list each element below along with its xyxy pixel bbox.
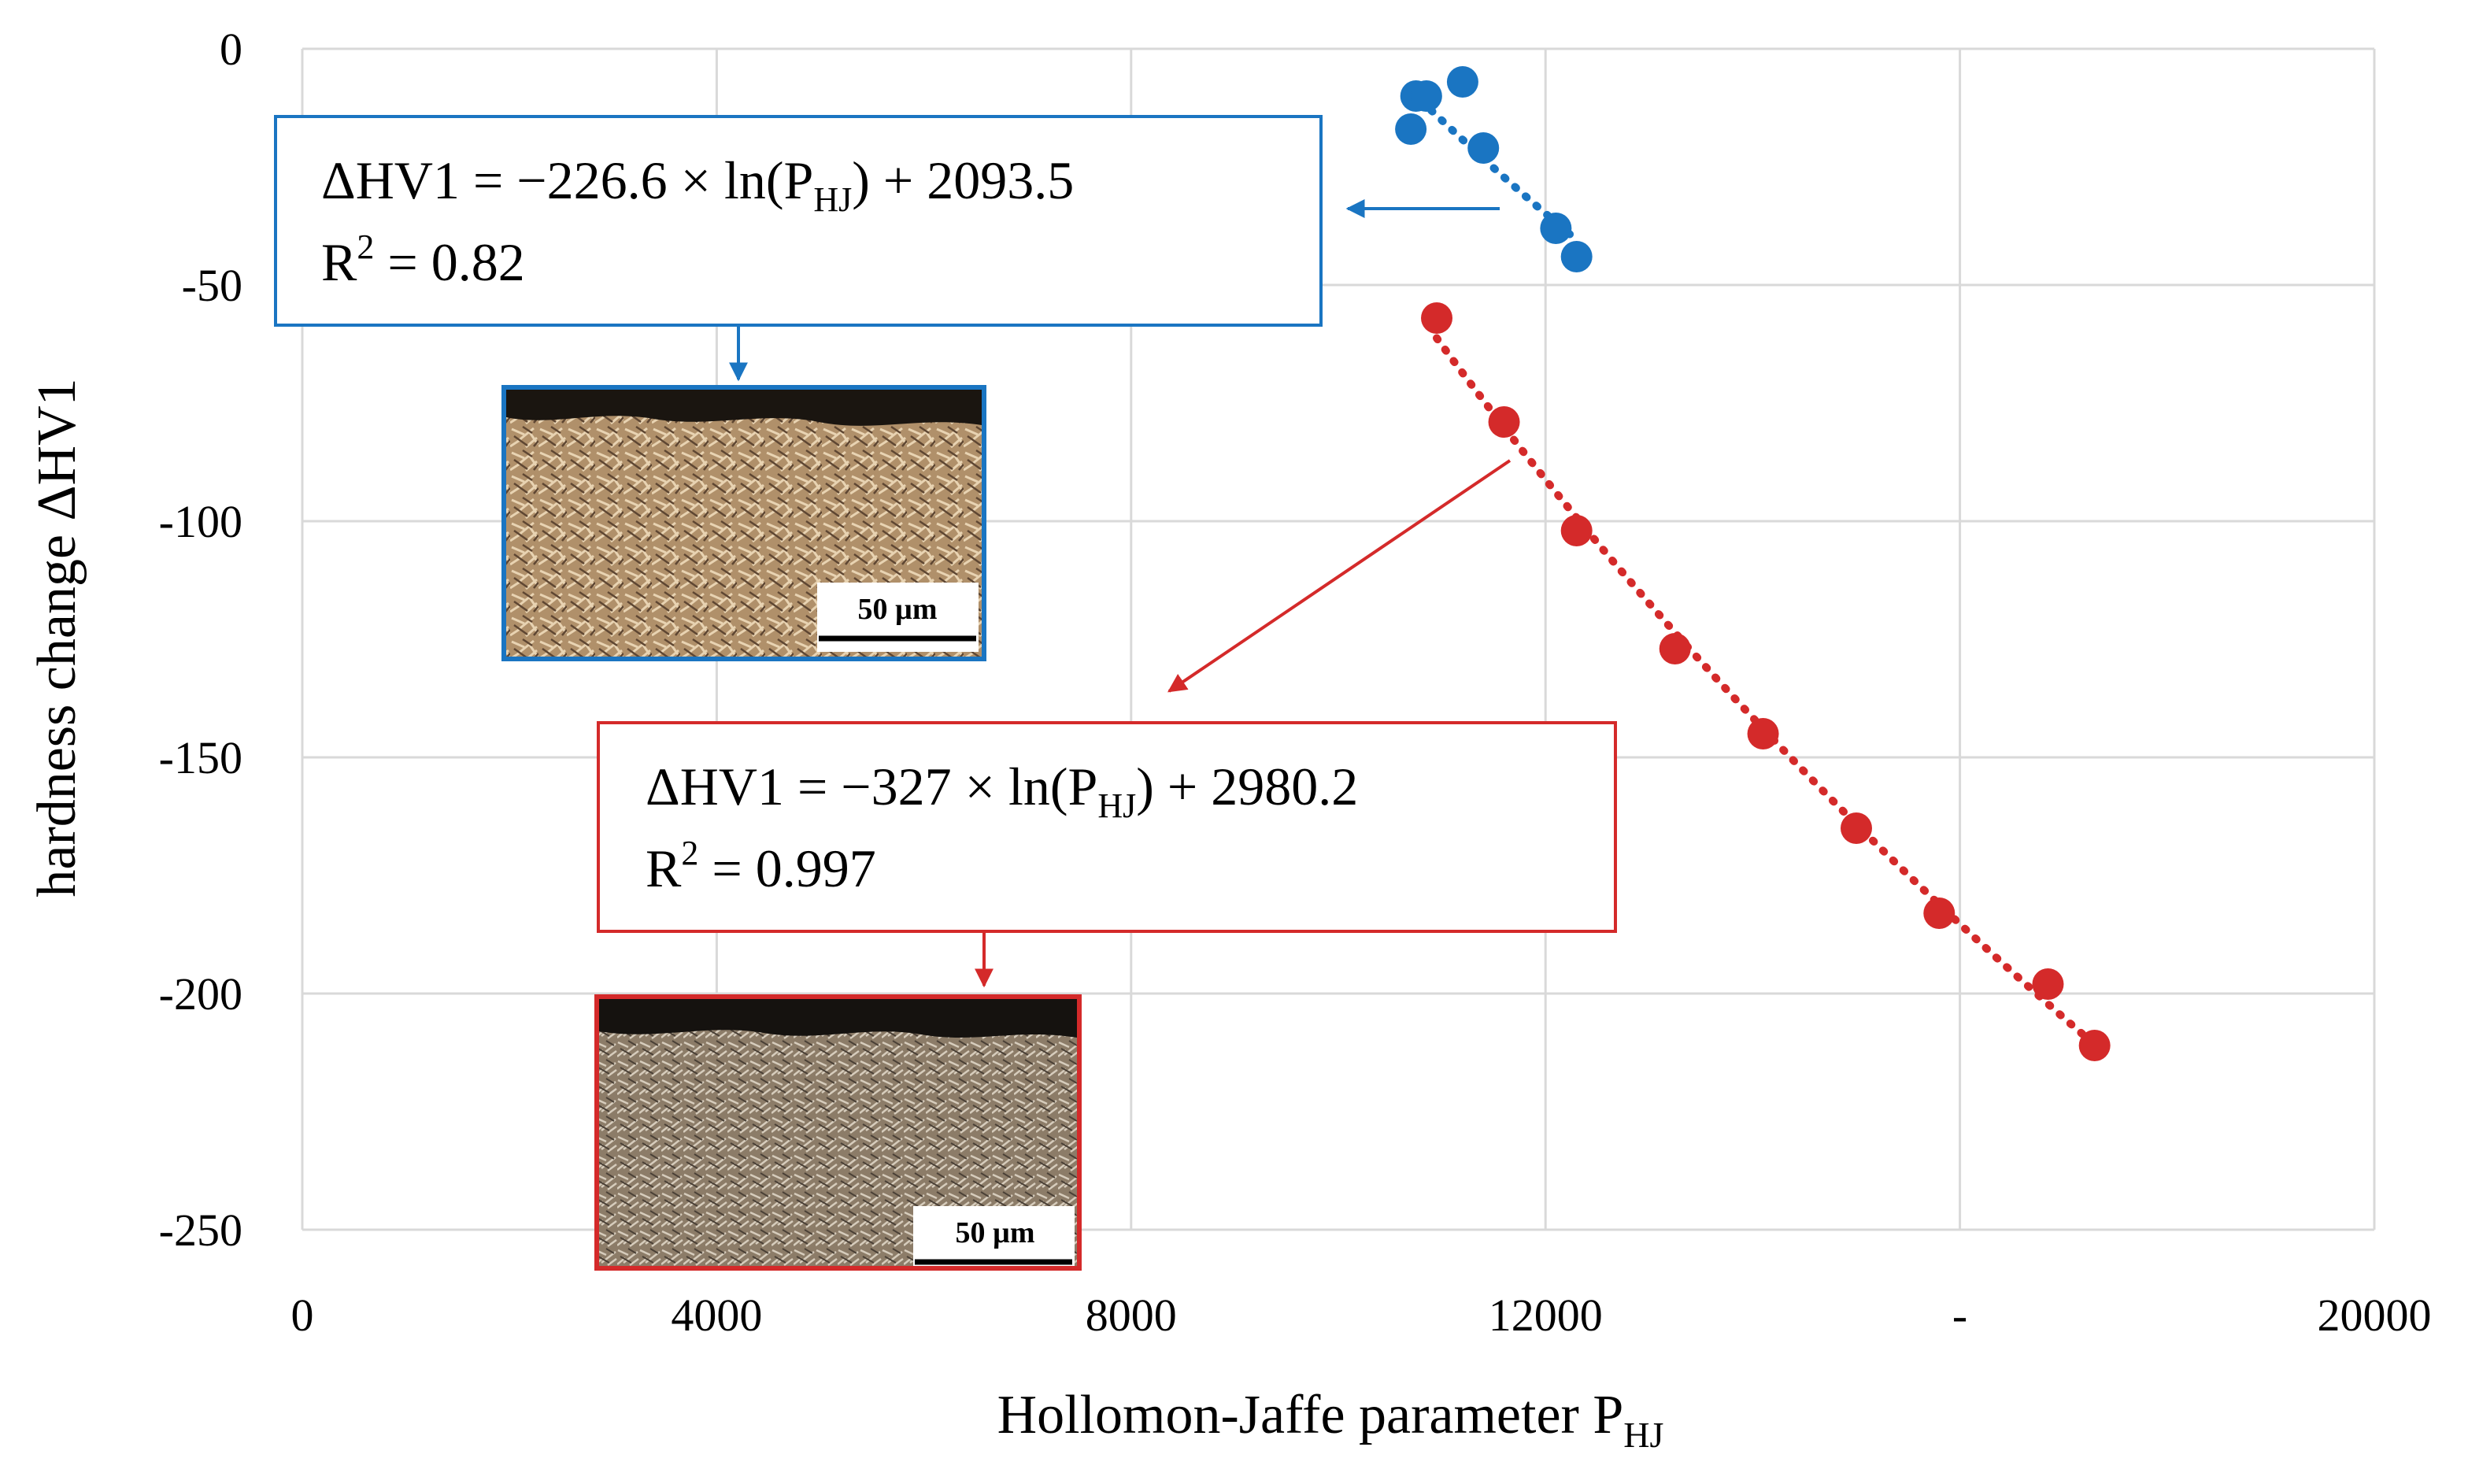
y-tick-label: -50 (182, 260, 242, 311)
x-tick-label: 12000 (1489, 1290, 1603, 1341)
blue-equation-box: ΔHV1 = −226.6 × ln(PHJ) + 2093.5 R2 = 0.… (274, 115, 1323, 327)
x-tick-label: - (1952, 1290, 1967, 1341)
data-point-series-2 (1923, 897, 1956, 929)
y-tick-label: -150 (159, 732, 242, 783)
blue-equation: ΔHV1 = −226.6 × ln(PHJ) + 2093.5 (321, 150, 1074, 219)
data-point-series-1 (1395, 113, 1427, 145)
x-tick-label: 4000 (671, 1290, 762, 1341)
data-point-series-1 (1540, 213, 1572, 244)
x-tick-label: 20000 (2318, 1290, 2432, 1341)
data-point-series-2 (1659, 633, 1691, 664)
x-axis-title: Hollomon-Jaffe parameter PHJ (997, 1385, 1664, 1455)
y-axis-title: hardness change ΔHV1 (27, 378, 87, 897)
y-tick-label: -200 (159, 968, 242, 1020)
data-point-series-2 (2078, 1030, 2111, 1061)
y-tick-label: -250 (159, 1205, 242, 1256)
data-point-series-1 (1446, 66, 1478, 98)
blue-scale-bar-label: 50 µm (857, 593, 937, 626)
data-point-series-2 (1841, 812, 1872, 844)
y-tick-label: 0 (220, 24, 242, 75)
trendline-series-2 (1433, 334, 2099, 1049)
data-point-series-2 (1560, 515, 1593, 546)
data-point-series-2 (2032, 968, 2064, 1000)
data-point-series-1 (1560, 241, 1593, 272)
x-tick-label: 0 (291, 1290, 314, 1341)
red-equation-box: ΔHV1 = −327 × ln(PHJ) + 2980.2 R2 = 0.99… (597, 721, 1617, 933)
data-point-series-1 (1467, 132, 1500, 164)
red-r2: R2 = 0.997 (646, 834, 876, 898)
data-point-series-2 (1421, 302, 1453, 334)
red-callout-arrow (1167, 459, 1512, 693)
blue-r2: R2 = 0.82 (321, 228, 525, 292)
red-micrograph: 50 µm (594, 994, 1082, 1271)
y-tick-label: -100 (159, 496, 242, 547)
data-points (1395, 66, 2111, 1061)
x-tick-label: 8000 (1086, 1290, 1177, 1341)
data-point-series-2 (1488, 406, 1520, 438)
data-point-series-1 (1410, 80, 1442, 112)
axes: 0 4000 8000 12000 - 20000 0 -50 -100 -150 -200 -250 (159, 24, 2432, 1341)
red-scale-bar-label: 50 µm (955, 1216, 1034, 1249)
blue-micrograph: 50 µm (501, 385, 986, 661)
red-equation: ΔHV1 = −327 × ln(PHJ) + 2980.2 (646, 757, 1358, 825)
data-point-series-2 (1747, 718, 1779, 749)
